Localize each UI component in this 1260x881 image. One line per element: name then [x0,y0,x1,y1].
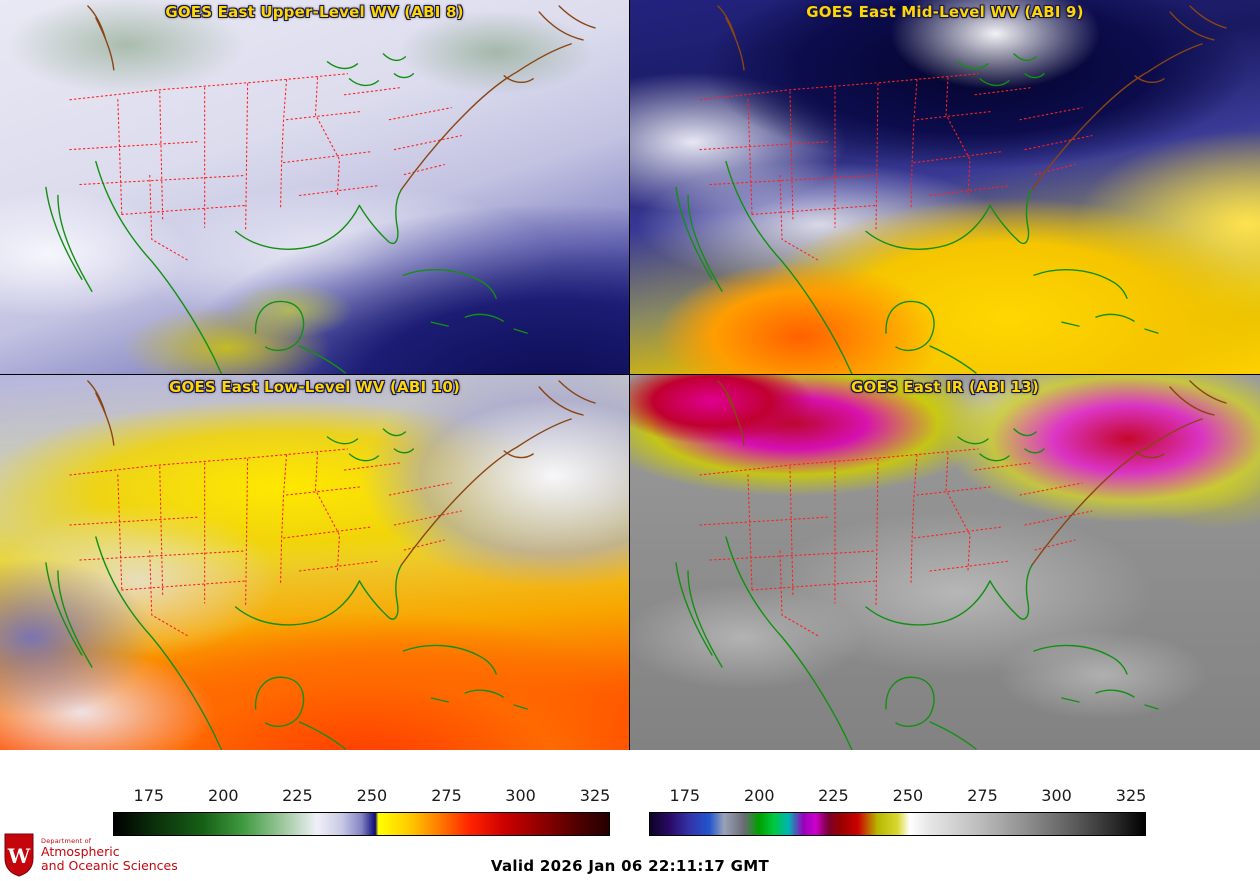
colorbar-tick: 225 [282,786,313,805]
colorbar-tick: 225 [818,786,849,805]
panel-title-mid-level-wv: GOES East Mid-Level WV (ABI 9) [806,3,1084,21]
colorbar-tick: 300 [1041,786,1072,805]
colorbar-tick: 325 [579,786,611,805]
colorbar-tick: 275 [967,786,998,805]
wv-colorbar-ticks: 175 200 225 250 275 300 325 [113,786,611,810]
panel-title-upper-level-wv: GOES East Upper-Level WV (ABI 8) [165,3,464,21]
footer-area: 175 200 225 250 275 300 325 175 200 225 … [0,750,1260,881]
svg-text:W: W [7,844,31,868]
map-overlay-icon [45,5,596,374]
colorbar-tick: 175 [669,786,701,805]
uw-crest-icon: W [4,833,34,877]
panel-mid-level-wv: GOES East Mid-Level WV (ABI 9) [630,0,1260,375]
panel-upper-level-wv: GOES East Upper-Level WV (ABI 8) [0,0,630,375]
ir-colorbar-ticks: 175 200 225 250 275 300 325 [649,786,1147,810]
logo-text: Department of Atmospheric and Oceanic Sc… [41,836,178,873]
logo-line2-label: and Oceanic Sciences [41,857,178,873]
wv-colorbar: 175 200 225 250 275 300 325 [113,786,610,836]
wv-colorbar-gradient [113,812,610,836]
logo-department-label: Department of [41,836,92,845]
panel-low-level-wv: GOES East Low-Level WV (ABI 10) [0,375,630,750]
colorbar-tick: 300 [505,786,536,805]
colorbar-tick: 325 [1115,786,1147,805]
ir-colorbar-gradient [649,812,1146,836]
colorbar-tick: 250 [356,786,388,805]
colorbar-tick: 275 [431,786,462,805]
panel-title-low-level-wv: GOES East Low-Level WV (ABI 10) [168,378,461,396]
map-overlay-icon [45,380,596,750]
panel-grid: GOES East Upper-Level WV (ABI 8) GOES Ea… [0,0,1260,750]
colorbar-tick: 200 [208,786,239,805]
logo-line1-label: Atmospheric [41,843,120,859]
ir-colorbar: 175 200 225 250 275 300 325 [649,786,1146,836]
colorbar-tick: 175 [133,786,165,805]
panel-ir: GOES East IR (ABI 13) [630,375,1260,750]
valid-time-label: Valid 2026 Jan 06 22:11:17 GMT [490,857,770,875]
map-overlay-icon [675,380,1227,750]
map-overlay-icon [675,5,1227,374]
colorbar-tick: 200 [744,786,775,805]
panel-title-ir: GOES East IR (ABI 13) [850,378,1039,396]
uw-aos-logo: W Department of Atmospheric and Oceanic … [2,832,178,878]
colorbar-tick: 250 [892,786,924,805]
